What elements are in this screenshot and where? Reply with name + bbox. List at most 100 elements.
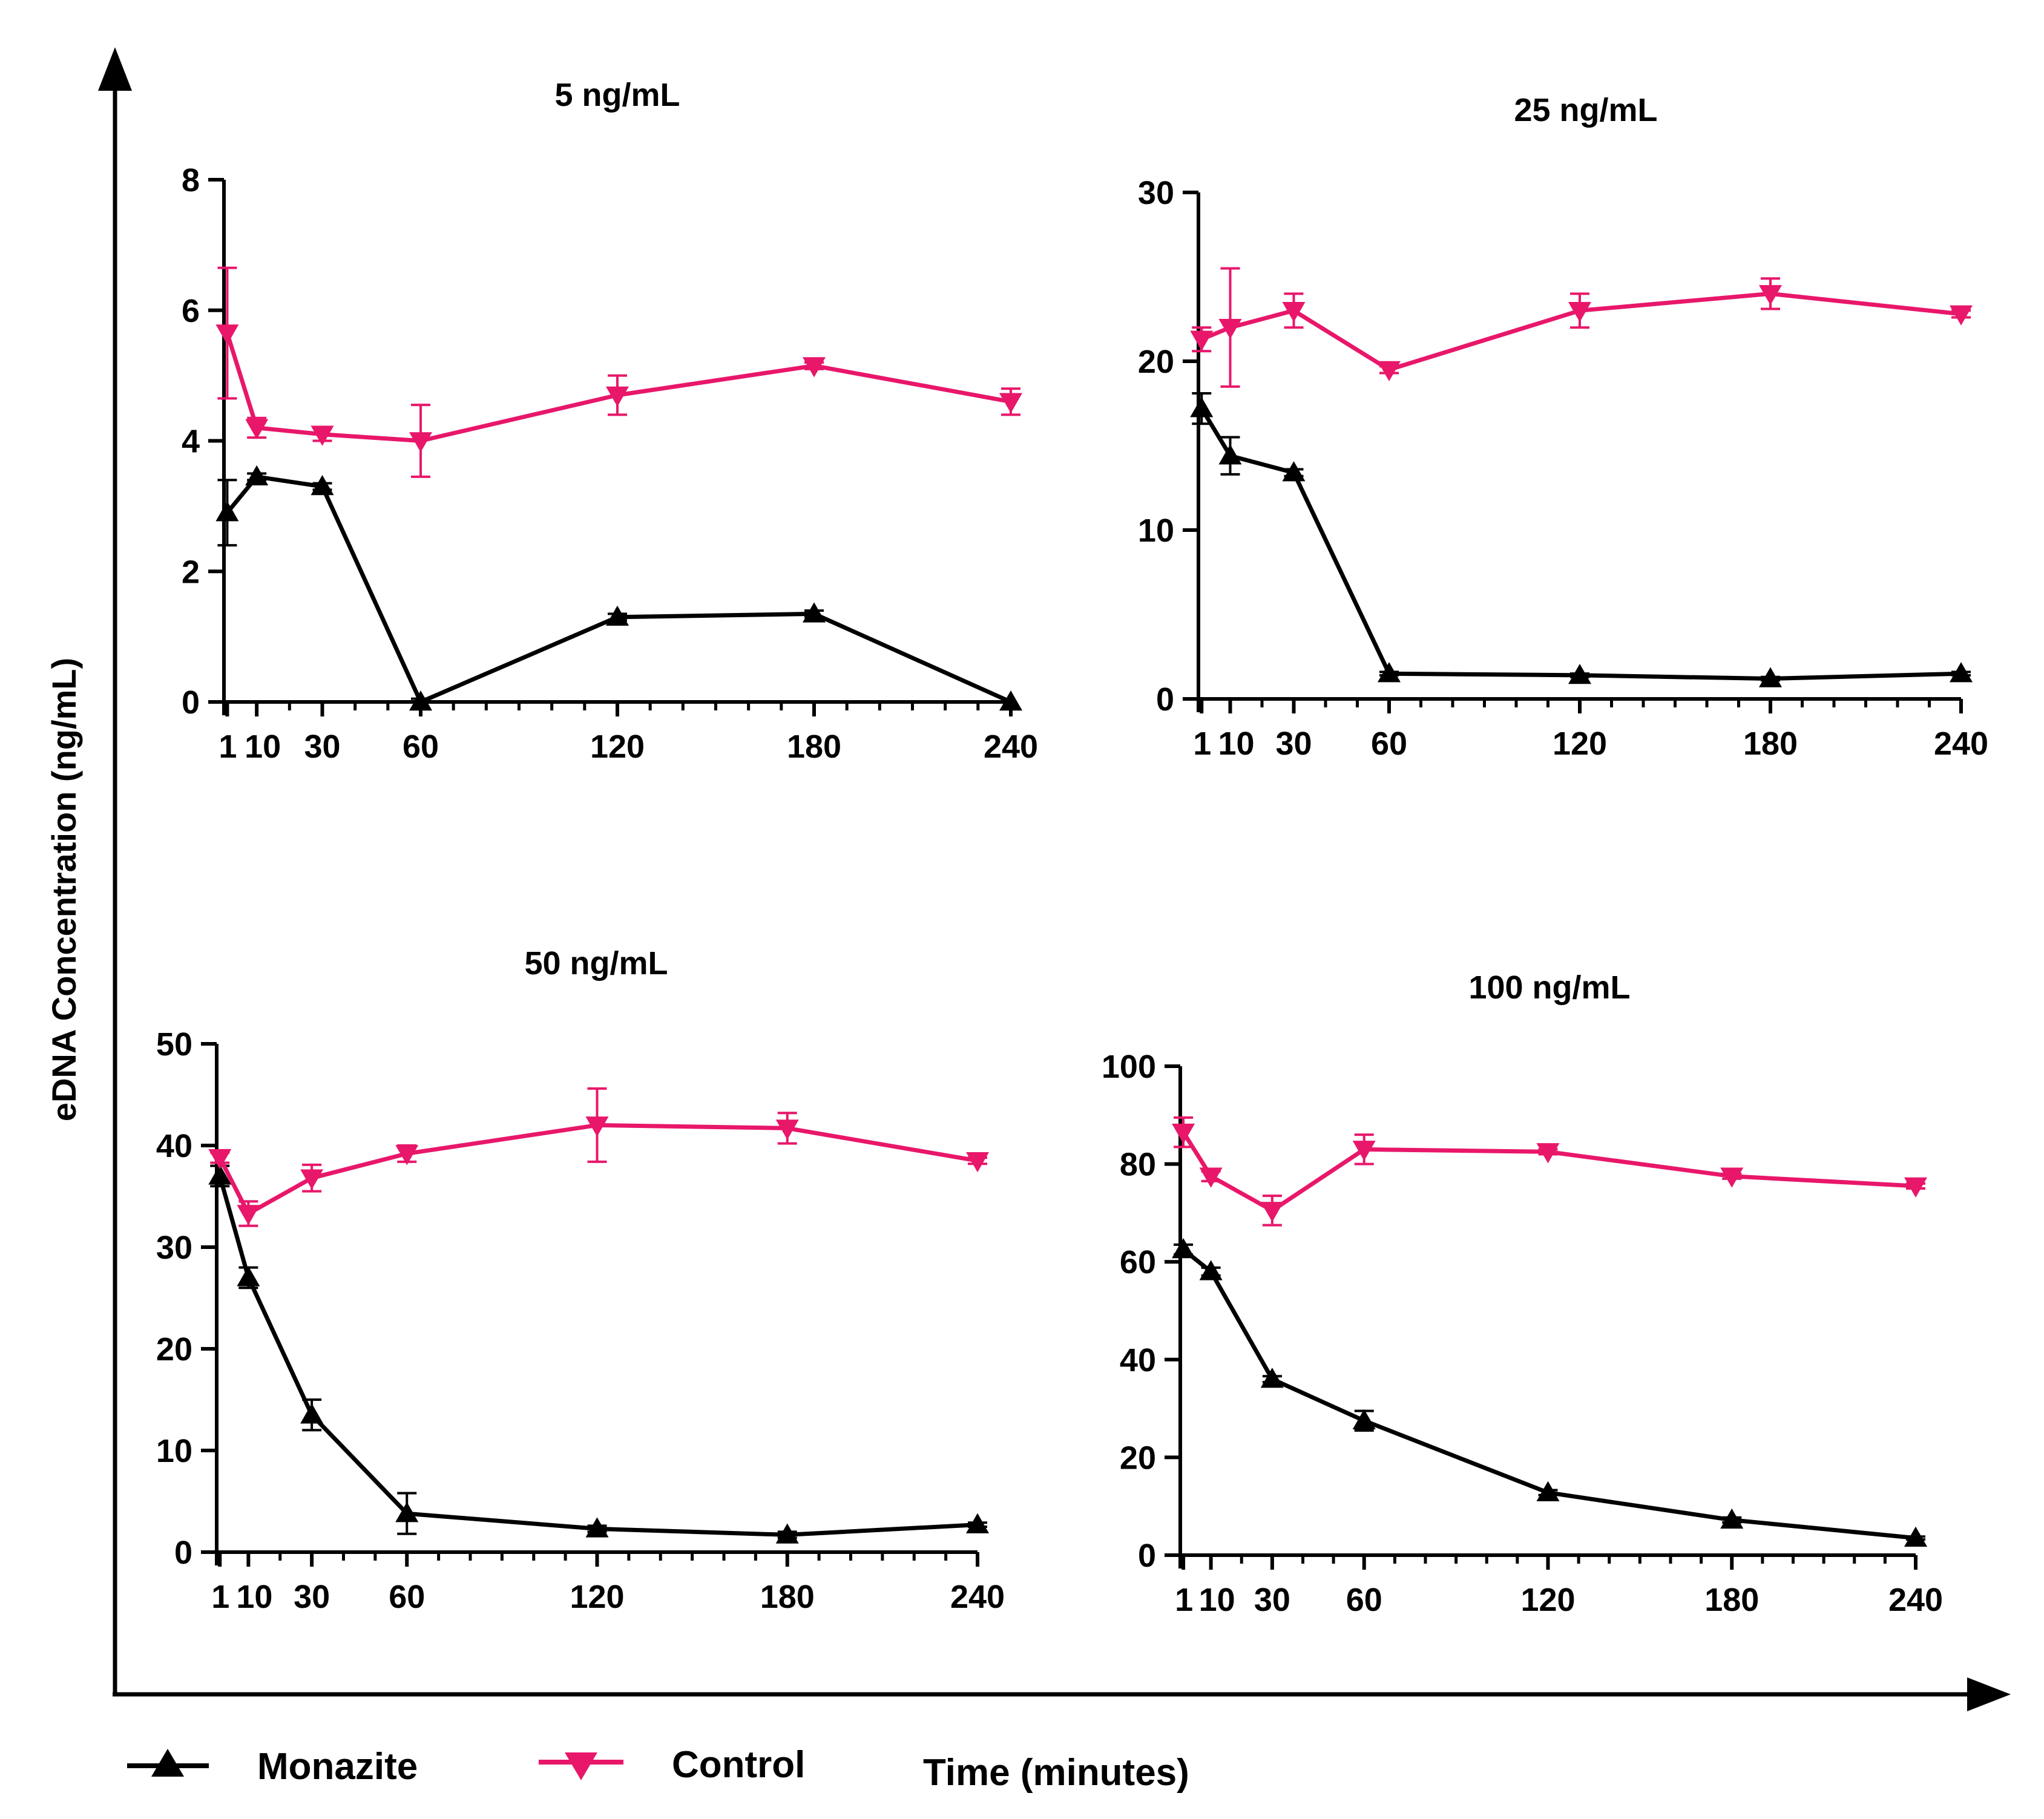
panel-50-ng-ml-x-tick-label: 1 [211,1579,229,1615]
panel-25-ng-ml-control-point [1378,361,1401,381]
panel-50-ng-ml-y-tick-label: 10 [156,1433,192,1469]
panel-5-ng-ml-control-point [409,432,432,453]
panel-50-ng-ml-monazite-point [775,1523,799,1544]
panel-50-ng-ml-y-tick-label: 0 [174,1535,192,1571]
legend: Monazite Control [127,1744,805,1788]
panel-25-ng-ml-y-tick-label: 10 [1138,513,1174,549]
panel-50-ng-ml-control-point [585,1116,609,1137]
panel-100-ng-ml-x-tick-label: 240 [1888,1582,1943,1618]
panel-5-ng-ml-control-point [311,425,334,446]
panel-25-ng-ml-x-tick-label: 120 [1553,726,1607,762]
panel-50-ng-ml-monazite-point [966,1513,989,1533]
panel-5-ng-ml-x-tick-label: 10 [245,729,281,765]
panel-5-ng-ml-monazite-point [311,475,334,496]
panel-100-ng-ml-monazite-point [1199,1260,1223,1280]
panel-5-ng-ml: 5 ng/mL 0 2 4 6 8 1 10 30 60 120 180 240 [182,77,1038,765]
panel-5-ng-ml-control-point [803,357,826,378]
panel-100-ng-ml-monazite-point [1352,1409,1376,1430]
panel-50-ng-ml-x-tick-label: 180 [760,1579,815,1615]
panel-100-ng-ml-monazite-point [1172,1238,1195,1259]
panel-100-ng-ml-x-tick-label: 180 [1704,1582,1759,1618]
panel-25-ng-ml-control-point [1282,302,1306,323]
panel-25-ng-ml-title: 25 ng/mL [1514,92,1657,128]
panel-5-ng-ml-x-tick-label: 120 [590,729,645,765]
panel-100-ng-ml-x-tick-label: 60 [1346,1582,1382,1618]
legend-control-label: Control [672,1744,805,1786]
panel-100-ng-ml-y-tick-label: 20 [1120,1440,1156,1476]
panel-100-ng-ml-y-tick-label: 80 [1120,1147,1156,1183]
panel-100-ng-ml: 100 ng/mL 0 20 40 60 80 100 1 10 30 60 120 180 240 [1102,969,1943,1618]
panel-5-ng-ml-y-tick-label: 0 [182,684,200,721]
panel-50-ng-ml-control-point [300,1169,324,1190]
panel-25-ng-ml-y-tick-label: 0 [1156,681,1174,718]
panel-100-ng-ml-monazite-point [1904,1526,1927,1547]
panel-25-ng-ml-x-tick-label: 10 [1218,726,1254,762]
panel-50-ng-ml-x-tick-label: 30 [294,1579,330,1615]
panel-25-ng-ml-monazite-point [1282,461,1306,482]
legend-item-monazite: Monazite [127,1746,418,1788]
panel-5-ng-ml-monazite-point [606,605,629,626]
panel-25-ng-ml-monazite-line [1200,407,1962,681]
panel-25-ng-ml-monazite-point [1218,444,1242,465]
panel-50-ng-ml-y-tick-label: 50 [156,1026,192,1063]
panel-50-ng-ml-y-tick-label: 20 [156,1331,192,1368]
panel-5-ng-ml-monazite-point [215,501,239,522]
panel-50-ng-ml-control-point [208,1149,232,1170]
panel-25-ng-ml-y-tick-label: 30 [1138,175,1174,211]
figure-x-axis-arrow-icon [1967,1677,2011,1711]
panel-25-ng-ml-x-tick-label: 240 [1934,726,1988,762]
panel-5-ng-ml-monazite-point [245,465,269,486]
legend-item-control: Control [539,1744,805,1786]
panel-5-ng-ml-x-tick-label: 60 [403,729,439,765]
panel-25-ng-ml-control-point [1190,330,1214,351]
panel-50-ng-ml-control-line [218,1123,978,1216]
panel-25-ng-ml-x-tick-label: 1 [1193,726,1211,762]
panel-100-ng-ml-control-point [1352,1141,1376,1161]
panel-50-ng-ml-monazite-point [395,1502,419,1522]
y-axis-title: eDNA Concentration (ng/mL) [45,658,83,1121]
panel-25-ng-ml-x-tick-label: 30 [1275,726,1312,762]
legend-monazite-label: Monazite [257,1746,418,1788]
panel-50-ng-ml-control-point [237,1205,260,1225]
panel-25-ng-ml-monazite-point [1950,662,1973,683]
panel-100-ng-ml-control-point [1260,1202,1284,1222]
panel-50-ng-ml-monazite-point [208,1164,232,1185]
panel-5-ng-ml-monazite-point [999,690,1022,711]
panel-100-ng-ml-monazite-point [1720,1508,1744,1529]
panel-50-ng-ml-y-tick-label: 40 [156,1128,192,1164]
figure-y-axis-arrow-icon [98,47,132,91]
panel-5-ng-ml-control-point [215,324,239,345]
panel-50-ng-ml-monazite-point [237,1266,260,1286]
panel-100-ng-ml-control-point [1536,1143,1560,1164]
panel-5-ng-ml-monazite-line [225,474,1012,704]
panel-100-ng-ml-title: 100 ng/mL [1468,969,1630,1006]
panel-50-ng-ml-monazite-point [585,1517,609,1538]
panel-5-ng-ml-x-tick-label: 30 [304,729,340,765]
panel-50-ng-ml-monazite-point [300,1403,324,1424]
panel-5-ng-ml-x-tick-label: 180 [787,729,841,765]
panel-100-ng-ml-y-tick-label: 40 [1120,1342,1156,1378]
legend-control-marker-icon [565,1752,597,1780]
panel-5-ng-ml-monazite-point [409,690,432,711]
panel-100-ng-ml-control-point [1904,1177,1927,1198]
panel-100-ng-ml-y-tick-label: 0 [1138,1538,1156,1574]
panel-5-ng-ml-x-tick-label: 240 [984,729,1038,765]
panel-50-ng-ml-x-tick-label: 240 [950,1579,1005,1615]
panel-5-ng-ml-x-tick-label: 1 [219,729,237,765]
panel-100-ng-ml-y-tick-label: 60 [1120,1244,1156,1280]
panel-100-ng-ml-control-point [1720,1167,1744,1188]
panel-25-ng-ml-control-point [1568,302,1591,323]
panel-25-ng-ml-control-point [1218,318,1242,339]
panel-25-ng-ml-control-point [1950,305,1973,326]
panel-50-ng-ml-x-tick-label: 120 [570,1579,624,1615]
panel-50-ng-ml-x-tick-label: 10 [236,1579,272,1615]
panel-5-ng-ml-y-tick-label: 8 [182,162,200,198]
panel-100-ng-ml-x-tick-label: 30 [1254,1582,1290,1618]
panel-100-ng-ml-y-tick-label: 100 [1102,1049,1156,1085]
panel-5-ng-ml-title: 5 ng/mL [554,77,680,113]
legend-monazite-marker-icon [151,1749,184,1777]
